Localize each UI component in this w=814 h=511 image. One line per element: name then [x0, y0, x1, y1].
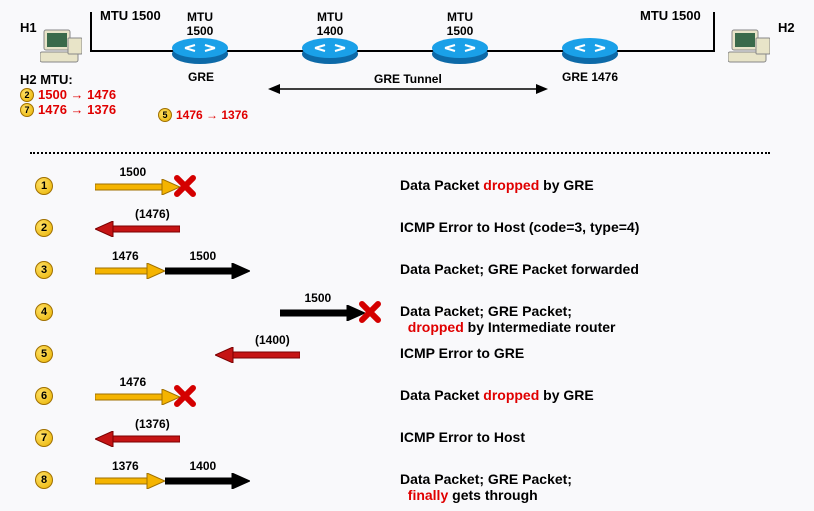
router-2: MTU1400 — [300, 36, 360, 69]
step-description: ICMP Error to Host — [400, 429, 525, 445]
arrow-label: 1500 — [120, 165, 147, 179]
step-badge: 5 — [35, 345, 53, 363]
step-badge: 5 — [158, 108, 172, 122]
step-badge: 2 — [35, 219, 53, 237]
router-mtu: MTU1500 — [435, 10, 485, 38]
step-badge: 6 — [35, 387, 53, 405]
host-icon-h2 — [728, 28, 770, 66]
router-under-label: GRE — [188, 70, 214, 84]
gre-tunnel-label: GRE Tunnel — [370, 72, 446, 86]
step-description: Data Packet dropped by GRE — [400, 177, 594, 193]
step-badge: 8 — [35, 471, 53, 489]
step-description: Data Packet dropped by GRE — [400, 387, 594, 403]
h2-mtu-top: MTU 1500 — [640, 8, 701, 23]
x-mark — [359, 301, 381, 326]
step-badge: 4 — [35, 303, 53, 321]
h2-mtu-title: H2 MTU: — [20, 72, 116, 87]
packet-arrow — [280, 305, 365, 321]
host-icon-h1 — [40, 28, 82, 66]
step-badge: 3 — [35, 261, 53, 279]
packet-arrow — [165, 473, 250, 489]
router-mtu: MTU1500 — [175, 10, 225, 38]
router-under-note: 5 1476 → 1376 — [158, 108, 248, 122]
x-mark-icon — [174, 385, 196, 407]
router-icon — [430, 36, 490, 66]
x-mark-icon — [174, 175, 196, 197]
router-1: MTU1500 GRE — [170, 36, 230, 69]
step-badge: 2 — [20, 88, 34, 102]
arrow-label: (1476) — [135, 207, 170, 221]
packet-arrow — [95, 179, 180, 195]
packet-arrow — [95, 263, 165, 279]
packet-arrow — [95, 221, 180, 237]
arrow-label: 1500 — [305, 291, 332, 305]
h1-link — [90, 12, 92, 52]
section-divider — [30, 152, 770, 154]
arrow-label: (1400) — [255, 333, 290, 347]
arrow-label: 1500 — [190, 249, 217, 263]
h2-mtu-line: 2 1500 → 1476 — [20, 87, 116, 102]
h1-label: H1 — [20, 20, 37, 35]
arrow-label: 1476 — [120, 375, 147, 389]
h2-link — [713, 12, 715, 52]
arrow-label: 1376 — [112, 459, 139, 473]
router-icon — [300, 36, 360, 66]
step-badge: 7 — [20, 103, 34, 117]
packet-arrow — [95, 389, 180, 405]
router-mtu: MTU1400 — [305, 10, 355, 38]
step-badge: 1 — [35, 177, 53, 195]
router-under-label: GRE 1476 — [562, 70, 618, 84]
packet-arrow — [95, 473, 165, 489]
h2-mtu-line: 7 1476 → 1376 — [20, 102, 116, 117]
step-description: Data Packet; GRE Packet; dropped by Inte… — [400, 303, 615, 335]
x-mark — [174, 385, 196, 410]
arrow-label: 1476 — [112, 249, 139, 263]
h2-mtu-block: H2 MTU: 2 1500 → 1476 7 1476 → 1376 — [20, 72, 116, 117]
router-4: GRE 1476 — [560, 36, 620, 69]
h1-mtu: MTU 1500 — [100, 8, 161, 23]
step-badge: 7 — [35, 429, 53, 447]
packet-arrow — [165, 263, 250, 279]
packet-arrow — [215, 347, 300, 363]
h2-label: H2 — [778, 20, 795, 35]
x-mark-icon — [359, 301, 381, 323]
step-description: ICMP Error to GRE — [400, 345, 524, 361]
router-3: MTU1500 — [430, 36, 490, 69]
arrow-label: 1400 — [190, 459, 217, 473]
router-icon — [170, 36, 230, 66]
step-description: Data Packet; GRE Packet; finally gets th… — [400, 471, 572, 503]
router-icon — [560, 36, 620, 66]
topology: H1 MTU 1500 H2 MTU: 2 1500 → 1476 7 1476… — [0, 0, 814, 150]
x-mark — [174, 175, 196, 200]
step-description: Data Packet; GRE Packet forwarded — [400, 261, 639, 277]
arrow-label: (1376) — [135, 417, 170, 431]
packet-arrow — [95, 431, 180, 447]
step-description: ICMP Error to Host (code=3, type=4) — [400, 219, 639, 235]
